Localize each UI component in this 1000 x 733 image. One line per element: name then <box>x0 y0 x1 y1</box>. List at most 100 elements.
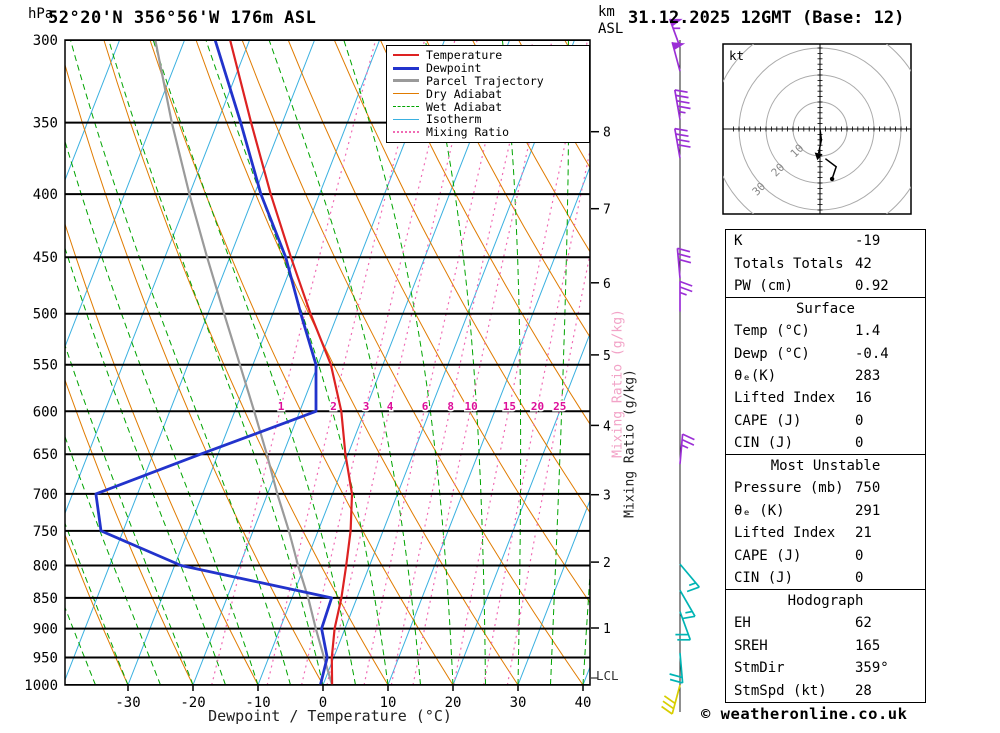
stats-row: Totals Totals 42 <box>726 252 925 274</box>
pressure-tick-label: 750 <box>33 524 58 540</box>
wet-adiabat-line <box>152 40 356 685</box>
isotherm-line <box>322 40 575 685</box>
wind-barb-column <box>661 18 700 715</box>
temp-tick-label: -10 <box>245 695 270 711</box>
axis-layer: 3003504004505005506006507007508008509009… <box>24 33 611 711</box>
wind-barb-staff <box>679 563 700 588</box>
isotherm-line <box>387 165 590 685</box>
legend-label: Parcel Trajectory <box>426 73 544 88</box>
wet-adiabat-line <box>65 435 161 685</box>
stats-row-label: StmDir <box>734 660 785 677</box>
stats-row-label: K <box>734 233 743 250</box>
wind-barb-full-tick <box>677 143 691 148</box>
pressure-tick-label: 800 <box>33 559 58 575</box>
legend-item: Parcel Trajectory <box>393 75 583 88</box>
km-tick-label: 6 <box>603 277 611 292</box>
wind-barb-full-tick <box>674 127 688 132</box>
wet-adiabat-line <box>65 246 226 685</box>
station-title: 52°20'N 356°56'W 176m ASL <box>48 8 317 28</box>
pressure-tick-label: 350 <box>33 116 58 132</box>
stats-section: K -19 Totals Totals 42 PW (cm) 0.92 <box>725 229 926 299</box>
stats-row-value: 359° <box>855 660 889 677</box>
stats-row: CIN (J) 0 <box>726 567 925 589</box>
mixing-ratio-value-label: 8 <box>447 400 454 413</box>
stats-row: θₑ(K) 283 <box>726 365 925 387</box>
dry-adiabat-line <box>65 533 129 685</box>
stats-row: Lifted Index 21 <box>726 522 925 544</box>
wind-barb-full-tick <box>679 280 693 287</box>
mixing-ratio-value-label: 6 <box>422 400 429 413</box>
stats-section-surface: Surface Temp (°C) 1.4 Dewp (°C) -0.4 θₑ(K) 283… <box>725 296 926 456</box>
mixing-ratio-value-label: 15 <box>503 400 516 413</box>
legend-label: Dry Adiabat <box>426 86 503 101</box>
stats-row-label: Totals Totals <box>734 255 844 272</box>
stats-row-value: 62 <box>855 615 872 632</box>
mixing-ratio-line <box>211 40 377 685</box>
wind-barb-full-tick <box>669 678 683 684</box>
wind-barb-full-tick <box>682 433 695 441</box>
hodograph-trace <box>817 128 823 154</box>
isotherm-line <box>257 40 511 685</box>
stats-section-title: Most Unstable <box>770 457 881 474</box>
legend-line-sample <box>393 118 419 120</box>
dry-adiabat-line <box>472 40 590 253</box>
pressure-tick-label: 550 <box>33 358 58 374</box>
wind-barb <box>671 41 686 72</box>
temp-tick-label: -20 <box>180 695 205 711</box>
wind-barb-staff <box>679 589 696 617</box>
isotherm-line <box>127 40 381 685</box>
wind-barb-half-tick <box>685 610 693 614</box>
pressure-tick-label: 300 <box>33 33 58 49</box>
stats-row: θₑ (K) 291 <box>726 500 925 522</box>
temp-tick-label: 10 <box>380 695 397 711</box>
stats-row-value: 0 <box>855 412 864 429</box>
wind-barb-full-tick <box>662 700 675 710</box>
stats-row-value: -0.4 <box>855 345 889 362</box>
stats-row: Lifted Index 16 <box>726 387 925 409</box>
wind-barb-full-tick <box>661 705 673 715</box>
wind-barb-full-tick <box>677 252 691 259</box>
stats-row-value: 165 <box>855 637 881 654</box>
wind-barb-half-tick <box>679 291 687 296</box>
wind-barb <box>679 589 696 620</box>
stats-row-label: Temp (°C) <box>734 323 810 340</box>
stats-row-value: 21 <box>855 525 872 542</box>
wind-barb <box>673 127 691 159</box>
dewpoint-line <box>94 40 334 685</box>
legend-line-sample <box>393 54 419 57</box>
wind-barb-full-tick <box>679 286 693 293</box>
wind-barb <box>675 611 692 641</box>
mixing-ratio-value-label: 2 <box>330 400 337 413</box>
datetime-title: 31.12.2025 12GMT (Base: 12) <box>628 8 905 28</box>
mixing-ratio-value-label: 10 <box>464 400 477 413</box>
temp-tick-label: 30 <box>510 695 527 711</box>
wind-barb-full-tick <box>677 105 691 110</box>
pressure-tick-label: 400 <box>33 187 58 203</box>
stats-row-label: θₑ (K) <box>734 502 785 519</box>
stats-section-title: Hodograph <box>787 592 864 609</box>
pressure-tick-label: 900 <box>33 622 58 638</box>
isotherm-line <box>452 332 590 685</box>
temperature-line <box>229 40 354 685</box>
wind-barb-half-tick <box>678 110 686 114</box>
stats-row-value: 0.92 <box>855 277 889 294</box>
stats-section-most-unstable: Most Unstable Pressure (mb) 750 θₑ (K) 291 Li… <box>725 453 926 591</box>
legend-line-sample <box>393 131 419 134</box>
dry-adiabat-line <box>379 40 590 425</box>
wind-barb-staff <box>679 434 684 465</box>
pressure-tick-label: 650 <box>33 447 58 463</box>
legend-label: Isotherm <box>426 112 482 127</box>
stats-row-label: CIN (J) <box>734 435 794 452</box>
km-tick-label: 5 <box>603 349 611 364</box>
wind-barb-half-tick <box>681 444 689 449</box>
profiles <box>94 40 354 685</box>
isotherm-line <box>65 40 316 682</box>
wind-barb <box>676 247 692 279</box>
stats-row: CAPE (J) 0 <box>726 544 925 566</box>
stats-row-value: 283 <box>855 368 881 385</box>
legend-item: Dewpoint <box>393 62 583 75</box>
stats-row: Pressure (mb) 750 <box>726 477 925 499</box>
isotherm-line <box>65 40 121 182</box>
wind-barb-full-tick <box>674 89 688 94</box>
